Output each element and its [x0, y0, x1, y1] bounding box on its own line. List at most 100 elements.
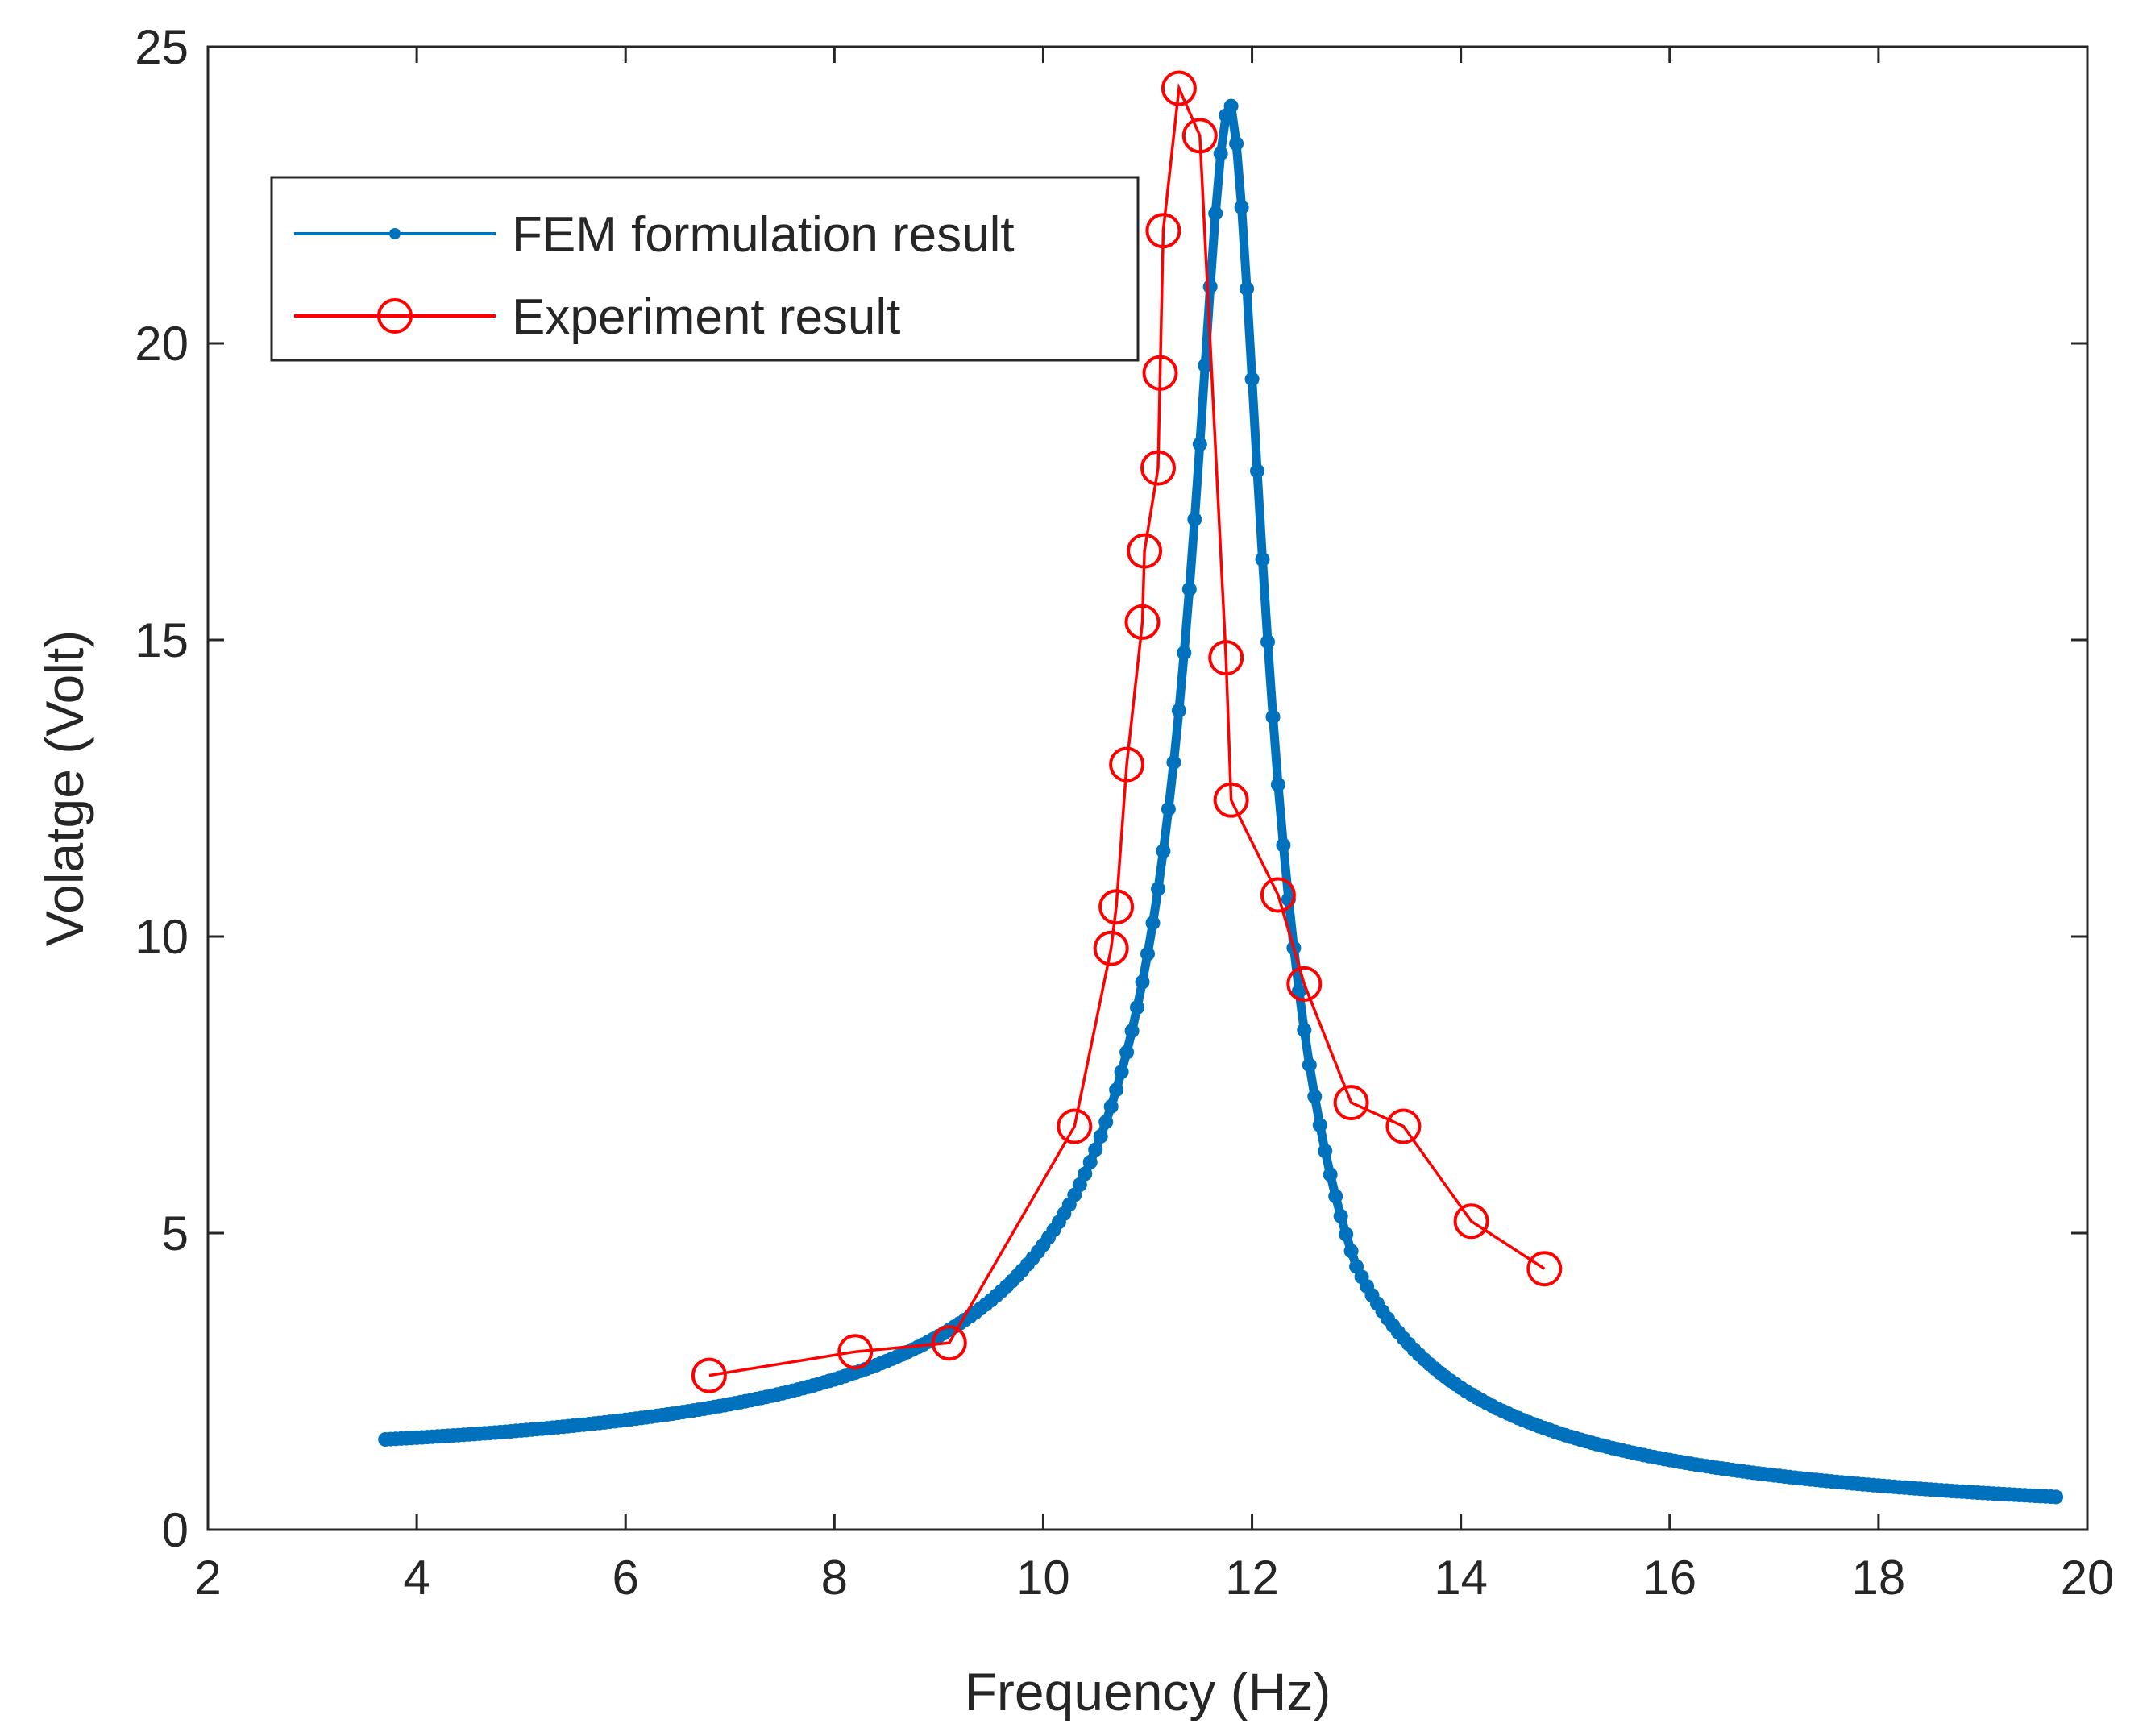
- x-tick-label: 6: [612, 1551, 639, 1605]
- series-experiment: [691, 70, 1563, 1393]
- x-axis-label: Frequency (Hz): [965, 1662, 1331, 1721]
- fem-point: [1297, 1023, 1312, 1038]
- y-tick-label: 5: [162, 1206, 189, 1260]
- experiment-series-line: [708, 82, 1546, 1377]
- plot-area-border: [206, 45, 2089, 1531]
- x-tick-label: 14: [1434, 1551, 1488, 1605]
- legend-label-experiment: Experiment result: [512, 289, 900, 345]
- experiment-point: [1260, 877, 1296, 913]
- legend: FEM formulation result Experiment result: [270, 176, 1140, 362]
- fem-point: [1291, 983, 1306, 999]
- y-tick-label: 15: [135, 613, 189, 667]
- fem-point: [1145, 916, 1161, 931]
- legend-label-fem: FEM formulation result: [512, 207, 1015, 263]
- fem-point: [1166, 755, 1181, 770]
- experiment-point: [1286, 966, 1323, 1002]
- fem-point: [1098, 1115, 1114, 1130]
- fem-point: [1192, 437, 1207, 452]
- fem-point: [1328, 1189, 1343, 1204]
- fem-point: [1130, 1000, 1144, 1015]
- fem-point: [1208, 206, 1223, 221]
- x-tick-label: 8: [821, 1551, 848, 1605]
- experiment-point: [1161, 70, 1197, 106]
- experiment-point: [1127, 533, 1163, 569]
- fem-point: [1177, 646, 1192, 660]
- fem-point: [1343, 1244, 1359, 1259]
- fem-point: [1151, 881, 1165, 896]
- fem-point: [1339, 1227, 1354, 1242]
- fem-point: [1124, 1024, 1140, 1038]
- y-tick-label: 0: [162, 1503, 189, 1557]
- experiment-point: [1213, 782, 1249, 818]
- fem-point: [1103, 1099, 1119, 1114]
- fem-point: [1229, 136, 1244, 152]
- fem-point: [1276, 837, 1291, 853]
- fem-point: [1244, 372, 1260, 387]
- y-tick-label: 10: [135, 910, 189, 964]
- series-fem: [378, 98, 2064, 1505]
- x-tick-label: 10: [1016, 1551, 1070, 1605]
- experiment-point: [1333, 1085, 1369, 1121]
- fem-point: [1198, 358, 1213, 373]
- fem-point: [1302, 1057, 1317, 1073]
- fem-point: [1181, 582, 1197, 596]
- experiment-point: [1093, 930, 1129, 966]
- experiment-point: [1526, 1251, 1563, 1287]
- x-tick-label: 18: [1852, 1551, 1906, 1605]
- fem-point: [1140, 946, 1155, 961]
- fem-point: [1265, 709, 1281, 725]
- experiment-point: [1145, 213, 1181, 249]
- fem-point: [1312, 1118, 1327, 1132]
- fem-point: [1307, 1089, 1323, 1104]
- y-tick-label: 25: [135, 20, 189, 74]
- experiment-point: [691, 1357, 727, 1393]
- fem-point: [1202, 279, 1218, 294]
- experiment-point: [1208, 640, 1244, 676]
- fem-point: [1093, 1129, 1108, 1144]
- fem-point: [1270, 777, 1285, 792]
- fem-point: [1240, 281, 1255, 297]
- fem-point: [1114, 1064, 1129, 1079]
- x-tick-label: 2: [194, 1551, 221, 1605]
- fem-point: [1119, 1045, 1135, 1060]
- fem-point: [1171, 703, 1186, 718]
- experiment-point: [1385, 1108, 1422, 1144]
- fem-point: [1260, 634, 1275, 650]
- series-layer: [378, 70, 2064, 1505]
- fem-point: [1223, 98, 1239, 114]
- fem-point: [1082, 1155, 1098, 1169]
- y-axis-label: Volatge (Volt): [35, 630, 94, 947]
- y-tick-label: 20: [135, 317, 189, 371]
- fem-point: [1255, 552, 1270, 567]
- fem-point: [1234, 200, 1249, 215]
- experiment-point: [1098, 889, 1135, 925]
- fem-point: [1250, 463, 1264, 479]
- fem-point: [1318, 1144, 1333, 1159]
- x-tick-label: 4: [403, 1551, 430, 1605]
- axis-tick-labels: 2 4 6 8 10 12 14 16 18 20 0 5 10 15 20 25: [135, 20, 2114, 1605]
- experiment-point: [1057, 1108, 1093, 1144]
- experiment-point: [1140, 450, 1176, 486]
- legend-box: [270, 176, 1140, 362]
- fem-point: [1161, 801, 1176, 816]
- legend-marker-fem: [389, 228, 401, 239]
- fem-point: [1135, 974, 1150, 990]
- experiment-point: [1181, 118, 1218, 154]
- fem-point: [1323, 1167, 1338, 1182]
- fem-point: [1109, 1082, 1124, 1098]
- fem-point: [1088, 1142, 1103, 1157]
- axis-ticks: [206, 45, 2089, 1531]
- fem-point: [1156, 844, 1171, 858]
- x-tick-label: 16: [1642, 1551, 1696, 1605]
- x-tick-label: 12: [1225, 1551, 1279, 1605]
- experiment-point: [931, 1325, 967, 1361]
- experiment-point: [1453, 1203, 1489, 1240]
- fem-point: [1187, 512, 1202, 527]
- fem-point: [1072, 1177, 1087, 1192]
- fem-point: [1333, 1208, 1348, 1223]
- experiment-point: [1124, 604, 1161, 640]
- x-tick-label: 20: [2061, 1551, 2115, 1605]
- fem-point: [1078, 1166, 1093, 1182]
- fem-point: [1213, 146, 1228, 161]
